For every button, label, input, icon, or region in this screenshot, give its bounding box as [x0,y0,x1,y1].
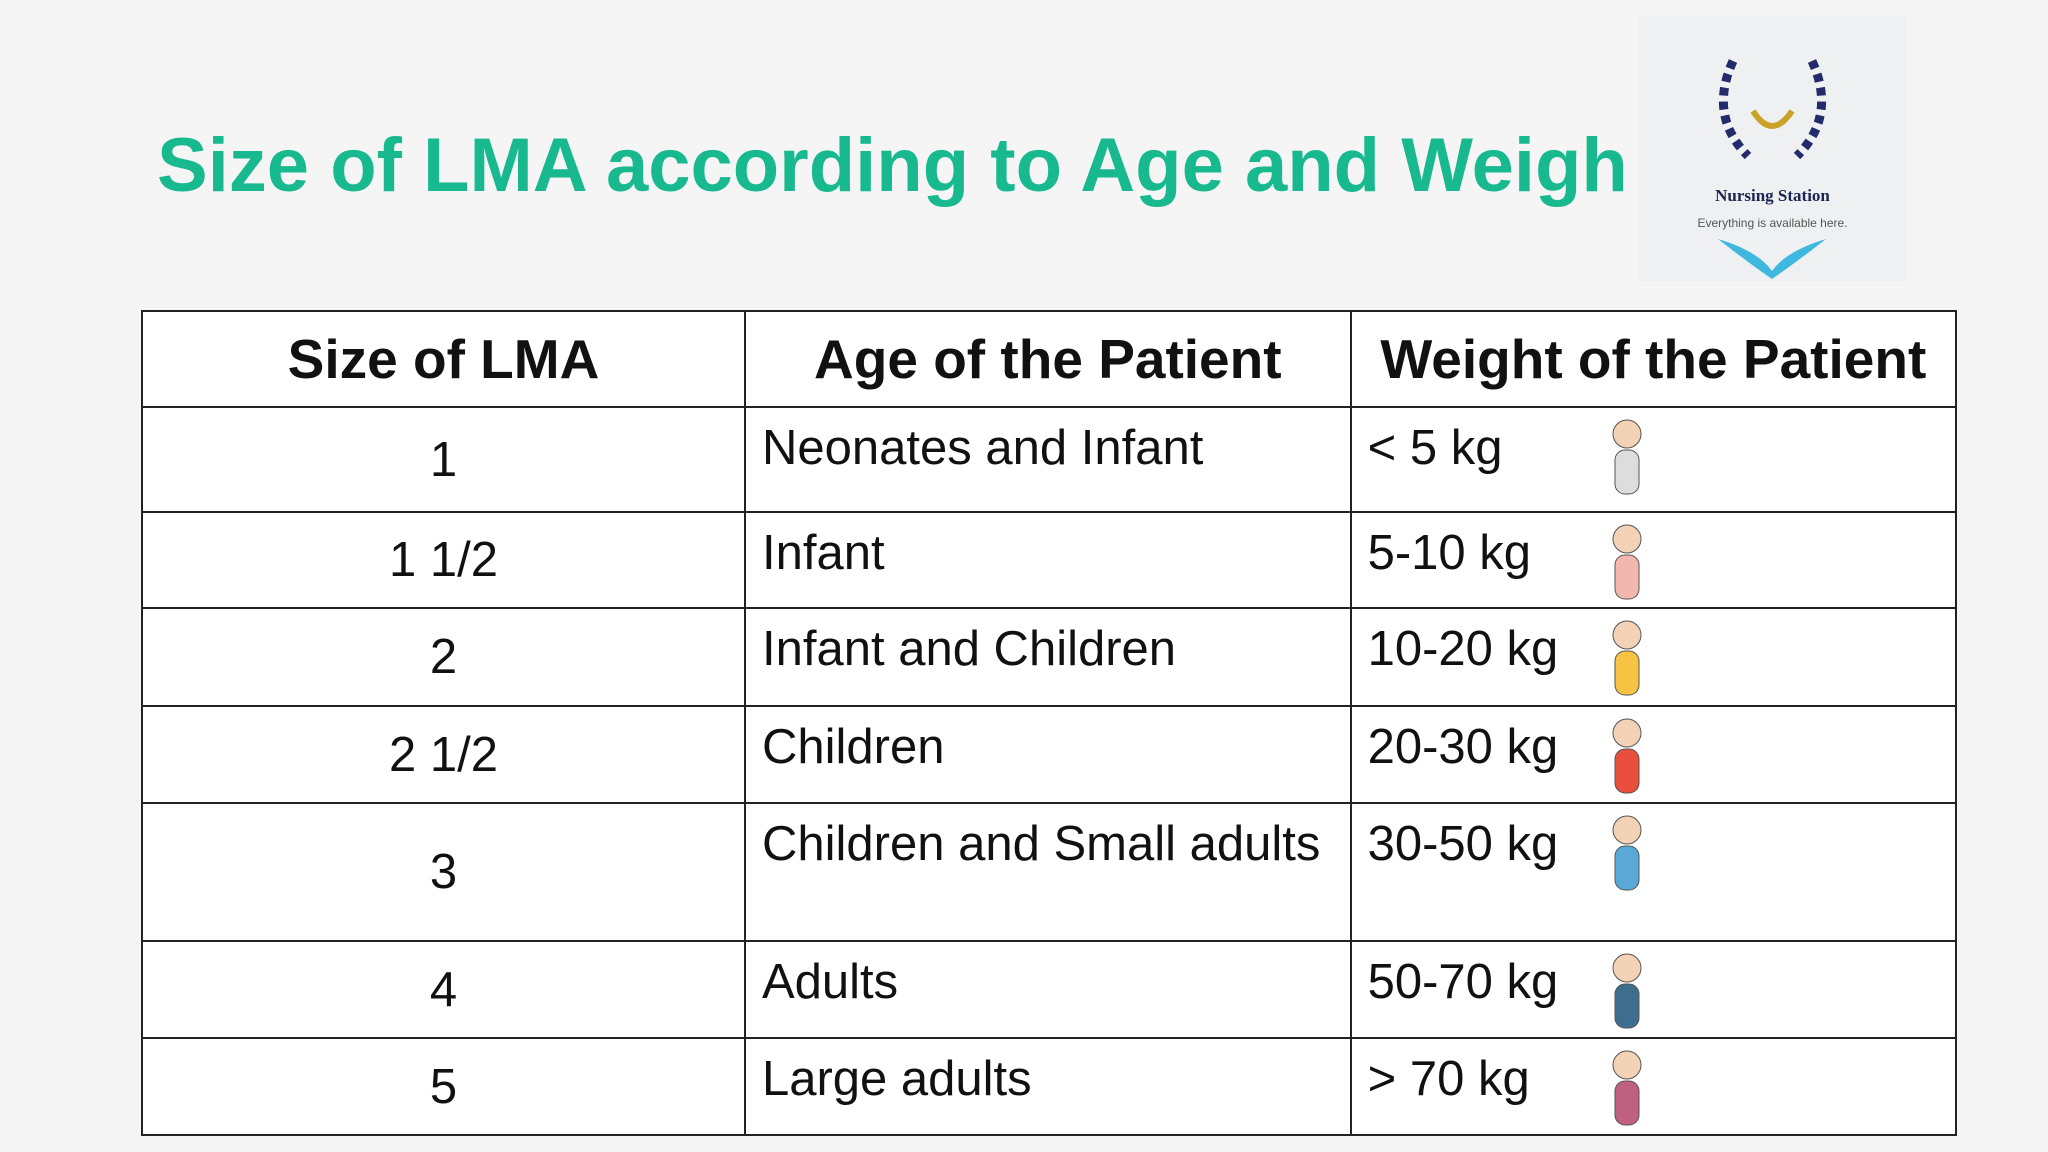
patient-icon [1612,1050,1642,1126]
table-row: 2 1/2 Children 20-30 kg [141,705,1958,804]
patient-icon [1612,419,1642,495]
table-row: 3 Children and Small adults 30-50 kg [141,802,1958,942]
table-row: 5 Large adults > 70 kg [141,1037,1958,1136]
table-cell: 10-20 kg [1349,607,1958,707]
logo-name: Nursing Station [1715,186,1830,205]
logo: Nursing Station Everything is available … [1638,16,1907,281]
patient-icon [1612,718,1642,794]
table-cell: > 70 kg [1349,1037,1958,1136]
table-cell: 1 [141,406,746,513]
table-cell: 30-50 kg [1349,802,1958,942]
table-cell: Infant and Children [743,607,1352,707]
lma-table: Size of LMA Age of the Patient Weight of t… [141,310,1958,1136]
table-cell: Infant [743,511,1352,609]
table-cell: 20-30 kg [1349,705,1958,804]
table-cell: 50-70 kg [1349,940,1958,1039]
table-cell: Children [743,705,1352,804]
table-cell: Adults [743,940,1352,1039]
table-cell: Large adults [743,1037,1352,1136]
table-cell: 2 1/2 [141,705,746,804]
table-cell: 5-10 kg [1349,511,1958,609]
table-cell: < 5 kg [1349,406,1958,513]
patient-icon [1612,524,1642,600]
patient-icon [1612,620,1642,696]
table-cell: 5 [141,1037,746,1136]
table-row: 2 Infant and Children 10-20 kg [141,607,1958,707]
slide-title: Size of LMA according to Age and Weigh [157,123,1628,208]
column-header: Size of LMA [141,310,746,408]
table-cell: 1 1/2 [141,511,746,609]
table-cell: 2 [141,607,746,707]
table-cell: Children and Small adults [743,802,1352,942]
logo-emblem [1718,59,1827,160]
column-header: Age of the Patient [743,310,1352,408]
table-cell: Neonates and Infant [743,406,1352,513]
logo-tagline: Everything is available here. [1697,216,1848,230]
table-cell: 3 [141,802,746,942]
table-cell: 4 [141,940,746,1039]
header-row: Size of LMA Age of the Patient Weight of t… [141,310,1958,408]
patient-icon [1612,953,1642,1029]
table-row: 4 Adults 50-70 kg [141,940,1958,1039]
patient-icon [1612,815,1642,891]
logo-bird [1718,239,1826,279]
column-header: Weight of the Patient [1349,310,1958,408]
table-row: 1 Neonates and Infant < 5 kg [141,406,1958,513]
table-row: 1 1/2 Infant 5-10 kg [141,511,1958,609]
